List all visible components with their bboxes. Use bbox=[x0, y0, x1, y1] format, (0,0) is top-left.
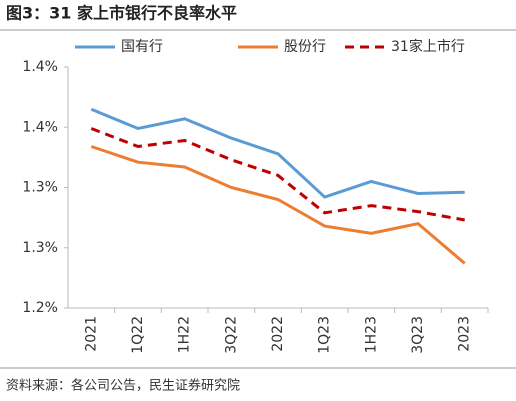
legend-label: 股份行 bbox=[284, 39, 326, 55]
x-tick-label: 3Q23 bbox=[410, 316, 426, 354]
series-line bbox=[90, 145, 466, 265]
y-tick-label: 1.3% bbox=[22, 180, 58, 196]
y-tick-label: 1.3% bbox=[22, 240, 58, 256]
x-tick-label: 1Q22 bbox=[130, 316, 146, 354]
x-tick-label: 1H23 bbox=[363, 316, 379, 353]
series-line bbox=[90, 127, 465, 222]
x-tick-label: 2023 bbox=[457, 316, 473, 352]
x-tick-label: 2021 bbox=[83, 316, 99, 352]
legend-label: 31家上市行 bbox=[391, 38, 465, 55]
x-tick-label: 3Q22 bbox=[223, 316, 239, 354]
y-tick-label: 1.2% bbox=[22, 300, 58, 316]
x-tick-label: 2022 bbox=[270, 316, 286, 352]
x-tick-label: 1H22 bbox=[177, 316, 193, 353]
chart-title: 图3：31 家上市银行不良率水平 bbox=[6, 4, 237, 23]
x-tick-label: 1Q23 bbox=[317, 316, 333, 354]
source: 资料来源：各公司公告，民生证券研究院 bbox=[6, 378, 240, 394]
y-tick-label: 1.4% bbox=[22, 119, 58, 135]
series-line bbox=[90, 107, 465, 199]
legend-label: 国有行 bbox=[121, 39, 163, 55]
y-tick-label: 1.4% bbox=[22, 59, 58, 75]
